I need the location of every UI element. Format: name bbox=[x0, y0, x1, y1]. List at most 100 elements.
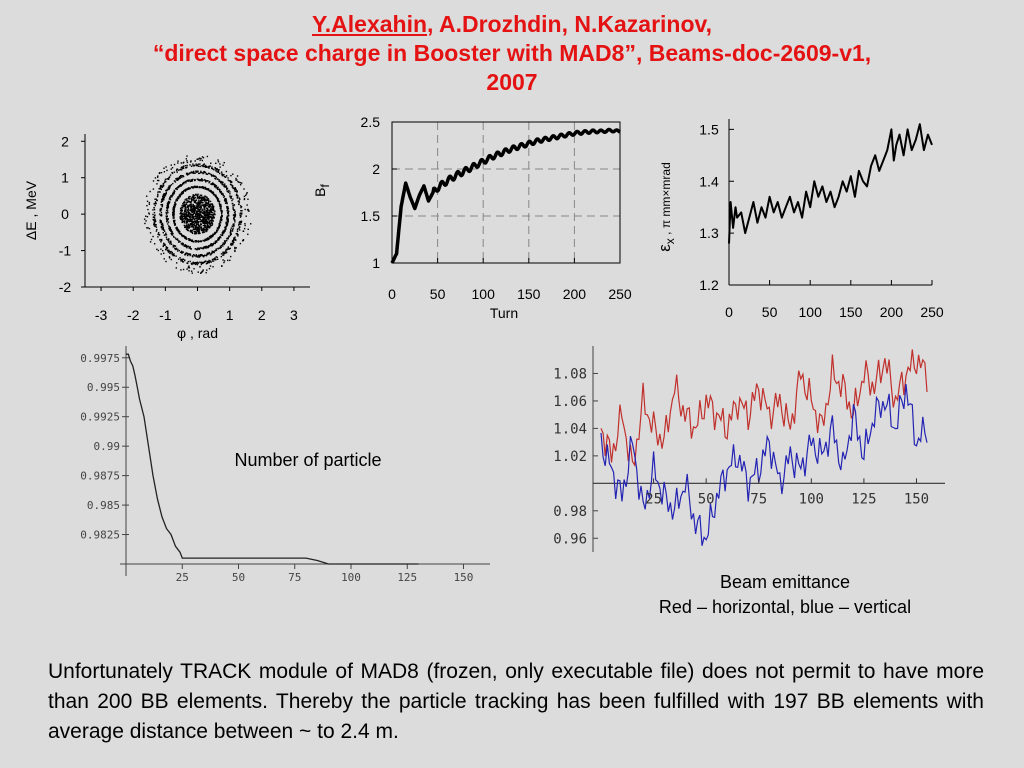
scatter-point bbox=[232, 227, 234, 229]
scatter-point bbox=[167, 211, 169, 214]
scatter-point bbox=[194, 262, 196, 264]
scatter-point bbox=[211, 224, 213, 226]
scatter-point bbox=[200, 172, 202, 174]
scatter-point bbox=[198, 204, 200, 206]
title-author-link: Y.Alexahin bbox=[311, 11, 428, 37]
scatter-point bbox=[205, 226, 207, 229]
scatter-point bbox=[196, 254, 198, 257]
scatter-point bbox=[169, 198, 172, 201]
scatter-point bbox=[223, 243, 225, 246]
scatter-point bbox=[191, 232, 194, 235]
scatter-point bbox=[166, 210, 169, 212]
scatter-point bbox=[199, 201, 202, 204]
scatter-point bbox=[209, 226, 211, 228]
scatter-point bbox=[145, 215, 147, 217]
scatter-point bbox=[223, 185, 226, 188]
scatter-point bbox=[173, 213, 175, 215]
scatter-point bbox=[238, 227, 240, 229]
scatter-point bbox=[181, 193, 183, 195]
scatter-point bbox=[218, 202, 220, 204]
scatter-point bbox=[190, 218, 193, 221]
scatter-point bbox=[161, 198, 163, 201]
scatter-point bbox=[203, 216, 205, 219]
scatter-point bbox=[162, 252, 165, 255]
scatter-point bbox=[188, 238, 191, 240]
scatter-point bbox=[197, 254, 200, 256]
y-tick-label: 0.9825 bbox=[80, 529, 120, 542]
scatter-point bbox=[200, 240, 202, 243]
scatter-point bbox=[203, 165, 205, 168]
scatter-point bbox=[217, 199, 220, 202]
scatter-point bbox=[186, 206, 188, 208]
scatter-point bbox=[157, 195, 159, 197]
body-paragraph: Unfortunately TRACK module of MAD8 (froz… bbox=[48, 660, 984, 743]
scatter-point bbox=[207, 205, 210, 208]
scatter-point bbox=[191, 255, 194, 257]
x-tick-label: 100 bbox=[472, 286, 496, 302]
scatter-point bbox=[185, 214, 188, 216]
scatter-point bbox=[222, 252, 224, 254]
scatter-point bbox=[166, 189, 169, 191]
scatter-point bbox=[165, 236, 168, 238]
scatter-point bbox=[174, 204, 177, 206]
y-tick-label: 1 bbox=[61, 170, 69, 186]
scatter-point bbox=[175, 179, 178, 181]
scatter-point bbox=[197, 248, 199, 250]
scatter-point bbox=[192, 209, 194, 211]
scatter-point bbox=[203, 211, 206, 214]
scatter-point bbox=[217, 188, 219, 191]
scatter-point bbox=[209, 253, 212, 256]
scatter-point bbox=[200, 157, 202, 160]
scatter-point bbox=[184, 203, 186, 206]
scatter-point bbox=[183, 217, 185, 220]
scatter-point bbox=[233, 237, 236, 239]
scatter-point bbox=[210, 217, 212, 219]
y-tick-label: 1.06 bbox=[553, 394, 587, 410]
scatter-point bbox=[196, 206, 199, 208]
scatter-point bbox=[149, 232, 152, 234]
scatter-point bbox=[170, 184, 173, 186]
scatter-point bbox=[174, 206, 176, 209]
scatter-point bbox=[218, 239, 220, 241]
scatter-point bbox=[204, 204, 206, 206]
scatter-point bbox=[209, 216, 211, 218]
scatter-point bbox=[216, 256, 218, 259]
scatter-point bbox=[203, 212, 206, 215]
scatter-point bbox=[226, 239, 228, 242]
scatter-point bbox=[152, 180, 155, 182]
scatter-point bbox=[218, 169, 220, 171]
scatter-point bbox=[224, 200, 227, 202]
scatter-point bbox=[168, 201, 170, 204]
scatter-point bbox=[240, 223, 242, 225]
scatter-point bbox=[223, 161, 225, 164]
scatter-point bbox=[232, 207, 234, 209]
scatter-point bbox=[235, 190, 237, 192]
scatter-point bbox=[203, 171, 205, 174]
scatter-point bbox=[208, 206, 210, 209]
scatter-point bbox=[202, 269, 204, 271]
scatter-point bbox=[212, 266, 214, 268]
scatter-point bbox=[172, 209, 174, 211]
scatter-point bbox=[187, 245, 190, 248]
scatter-point bbox=[217, 170, 220, 172]
scatter-point bbox=[207, 221, 209, 223]
scatter-point bbox=[218, 227, 220, 229]
scatter-point bbox=[154, 220, 157, 223]
scatter-point bbox=[193, 223, 196, 225]
scatter-point bbox=[208, 259, 210, 262]
scatter-point bbox=[175, 267, 178, 269]
scatter-point bbox=[211, 216, 214, 218]
scatter-point bbox=[181, 176, 183, 179]
scatter-point bbox=[190, 200, 193, 202]
scatter-point bbox=[173, 254, 176, 257]
scatter-point bbox=[184, 244, 187, 246]
scatter-point bbox=[220, 218, 223, 221]
scatter-point bbox=[200, 207, 202, 209]
scatter-point bbox=[196, 217, 198, 220]
scatter-point bbox=[204, 179, 206, 181]
scatter-point bbox=[239, 205, 242, 207]
scatter-point bbox=[207, 209, 209, 211]
scatter-point bbox=[204, 200, 206, 202]
scatter-point bbox=[165, 192, 167, 195]
scatter-point bbox=[218, 237, 221, 240]
